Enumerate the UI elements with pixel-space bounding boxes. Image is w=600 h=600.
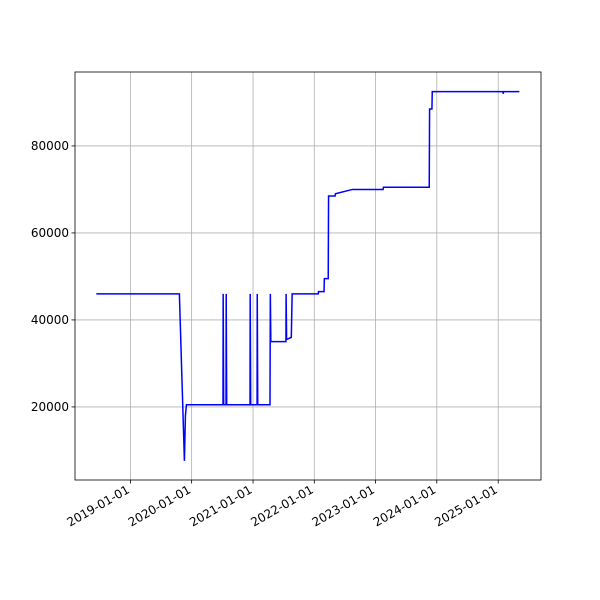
y-tick-label: 80000 xyxy=(31,139,69,153)
data-line xyxy=(96,90,520,461)
y-tick-label: 20000 xyxy=(31,400,69,414)
plot-frame xyxy=(74,71,542,481)
y-tick-label: 40000 xyxy=(31,313,69,327)
y-tick-label: 60000 xyxy=(31,226,69,240)
